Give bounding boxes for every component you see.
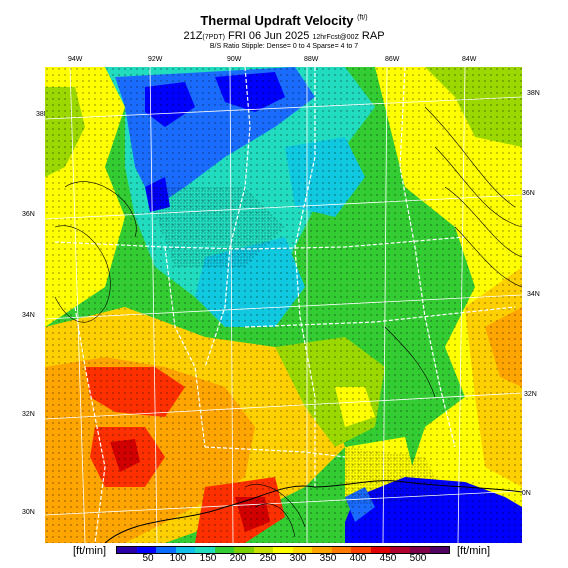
stipple-sparse <box>45 67 522 543</box>
colorbar-unit-left: [ft/min] <box>73 545 107 557</box>
lat-label: 36N <box>522 190 535 197</box>
run-time: 21Z <box>183 30 203 42</box>
colorbar-tick: 200 <box>229 553 247 564</box>
title-unit: (ft/) <box>357 14 368 22</box>
terrain-contours <box>54 106 522 538</box>
colorbar-swatch <box>351 547 371 553</box>
colorbar-swatch <box>136 547 157 553</box>
colorbar-swatch <box>312 547 332 553</box>
colorbar-tick: 350 <box>319 553 337 564</box>
run-date: FRI 06 Jun 2025 <box>228 30 310 42</box>
colorbar-tick: 500 <box>409 553 427 564</box>
lat-label: 32N <box>22 411 35 418</box>
map-field <box>45 67 522 543</box>
colorbar-swatch <box>390 547 410 553</box>
colorbar-tick: 450 <box>379 553 397 564</box>
stipple-dense-south <box>345 447 445 507</box>
colorbar-tick: 300 <box>289 553 307 564</box>
lon-label: 86W <box>385 56 400 63</box>
lat-label: 34N <box>527 291 540 298</box>
stipple-note: B/S Ratio Stipple: Dense= 0 to 4 Sparse=… <box>209 43 359 50</box>
lon-label: 90W <box>227 56 242 63</box>
lon-label: 88W <box>304 56 319 63</box>
colorbar-swatch <box>409 547 430 553</box>
lat-label: 36N <box>22 211 35 218</box>
lat-label: 38N <box>527 90 540 97</box>
colorbar-swatch <box>214 547 235 553</box>
run-local-time: (7PDT) <box>202 34 225 41</box>
stipple-dense-north <box>145 187 285 267</box>
colorbar-tick: 100 <box>169 553 187 564</box>
title-text: Thermal Updraft Velocity <box>200 13 354 28</box>
model-name: RAP <box>361 30 385 42</box>
forecast-hour: 12hrFcst@00Z <box>312 34 359 41</box>
colorbar <box>116 546 450 554</box>
colorbar-swatch <box>292 547 313 553</box>
state-borders <box>54 67 516 543</box>
colorbar-swatch <box>429 547 450 553</box>
map-title: Thermal Updraft Velocity (ft/) <box>0 13 568 28</box>
lat-label: 32N <box>524 391 537 398</box>
lat-label: 30N <box>518 490 531 497</box>
colorbar-swatch <box>331 547 352 553</box>
colorbar-swatch <box>234 547 254 553</box>
lat-label: 38N <box>36 111 49 118</box>
colorbar-tick: 400 <box>349 553 367 564</box>
colorbar-tick: 250 <box>259 553 277 564</box>
run-line: 21Z(7PDT) FRI 06 Jun 2025 12hrFcst@00Z R… <box>0 30 568 42</box>
colorbar-swatch <box>156 547 176 553</box>
lon-label: 94W <box>68 56 83 63</box>
grid-lines <box>45 67 522 543</box>
colorbar-swatch <box>253 547 274 553</box>
lat-label: 34N <box>22 312 35 319</box>
colorbar-swatch <box>175 547 196 553</box>
coastline <box>104 480 522 543</box>
colorbar-tick: 50 <box>142 553 154 564</box>
colorbar-tick: 150 <box>199 553 217 564</box>
colorbar-swatch <box>370 547 391 553</box>
colorbar-swatch <box>117 547 137 553</box>
lon-label: 92W <box>148 56 163 63</box>
lon-label: 84W <box>462 56 477 63</box>
colorbar-unit-right: [ft/min] <box>457 545 491 557</box>
forecast-map <box>45 67 522 543</box>
colorbar-swatch <box>273 547 293 553</box>
lat-label: 30N <box>22 509 35 516</box>
colorbar-swatch <box>195 547 215 553</box>
